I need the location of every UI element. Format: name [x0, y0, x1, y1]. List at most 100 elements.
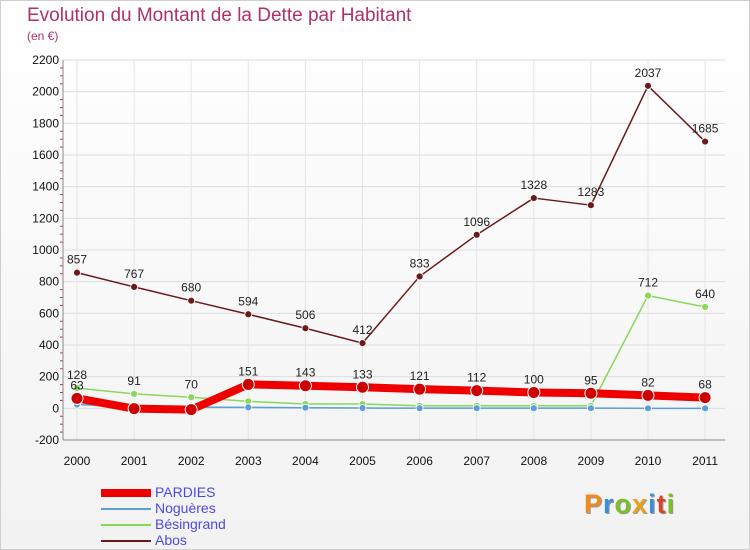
axes: -200 0 200 400 600 800 1000 1200 1400 1600 1800 200…: [32, 53, 725, 468]
data-point: [413, 382, 427, 396]
data-point: [698, 391, 712, 405]
data-point: [701, 404, 709, 413]
data-labels: 857 767 680 594 506 412 833 1096 1328 1283 2037 168…: [67, 66, 719, 393]
data-label: 70: [185, 377, 199, 391]
data-point: [584, 386, 598, 400]
data-label: 412: [352, 323, 372, 337]
chart-unit-label: (en €): [27, 29, 59, 43]
data-label: 128: [67, 368, 87, 382]
data-point: [701, 137, 709, 146]
x-tick-label: 2007: [463, 454, 490, 468]
data-point: [470, 384, 484, 398]
data-label: 82: [641, 375, 655, 389]
data-label: 833: [410, 256, 430, 270]
data-label: 1096: [463, 215, 490, 229]
data-label: 1328: [520, 178, 547, 192]
legend-label: PARDIES: [155, 484, 216, 500]
legend: PARDIES Noguères Bésingrand Abos: [101, 484, 301, 549]
legend-item: Noguères: [101, 500, 301, 517]
data-point: [130, 282, 139, 291]
series-line-abos: [76, 85, 706, 344]
data-label: 506: [295, 308, 315, 322]
y-tick-label: 1200: [32, 211, 59, 225]
data-point: [187, 296, 196, 305]
data-point: [301, 324, 310, 333]
data-point: [356, 380, 369, 394]
data-point: [701, 303, 709, 311]
y-tick-label: 1600: [32, 148, 59, 162]
y-tick-label: 200: [39, 370, 59, 384]
data-label: 712: [638, 276, 658, 290]
series-line-bsingrand: [76, 294, 706, 407]
data-point: [244, 403, 253, 412]
legend-item: Abos: [101, 532, 301, 549]
data-point: [73, 384, 81, 392]
legend-swatch: [101, 508, 151, 510]
data-point: [301, 403, 310, 412]
data-point: [130, 390, 139, 398]
data-label: 151: [238, 364, 258, 378]
data-point: [529, 194, 538, 202]
logo-letter: r: [603, 489, 615, 519]
legend-label: Noguères: [155, 500, 216, 516]
data-point: [70, 391, 84, 405]
y-tick-label: 0: [52, 401, 59, 415]
logo-letter: i: [666, 489, 676, 519]
data-label: 112: [467, 371, 486, 385]
x-tick-label: 2005: [349, 454, 376, 468]
x-tick-label: 2011: [692, 454, 718, 468]
data-label: 91: [127, 374, 141, 388]
data-point: [73, 268, 81, 277]
data-label: 133: [352, 367, 372, 381]
data-label: 1283: [578, 185, 605, 199]
chart-title: Evolution du Montant de la Dette par Hab…: [27, 5, 412, 26]
y-tick-label: 1800: [32, 116, 59, 130]
x-tick-label: 2000: [64, 454, 91, 468]
data-label: 767: [124, 267, 144, 281]
series-line-pardies: [73, 380, 710, 414]
y-tick-label: 800: [39, 275, 59, 289]
data-label: 2037: [635, 66, 662, 80]
data-label: 95: [584, 373, 598, 387]
data-point: [244, 310, 253, 319]
legend-label: Bésingrand: [155, 516, 226, 532]
proxiti-logo: Proxiti: [584, 489, 675, 520]
series-points: [70, 81, 712, 417]
x-tick-label: 2003: [235, 454, 262, 468]
data-label: 100: [524, 373, 544, 387]
data-label: 68: [698, 378, 712, 392]
legend-item: PARDIES: [101, 484, 301, 501]
data-point: [472, 230, 481, 239]
data-label: 121: [410, 369, 430, 383]
x-tick-label: 2009: [578, 454, 605, 468]
data-point: [641, 388, 655, 402]
legend-label: Abos: [155, 532, 187, 548]
x-tick-label: 2010: [635, 454, 662, 468]
data-label: 594: [238, 294, 258, 308]
data-point: [187, 393, 196, 402]
data-label: 680: [181, 281, 201, 295]
data-point: [184, 403, 198, 417]
data-point: [587, 201, 595, 210]
data-label: 857: [67, 253, 87, 267]
series-lines: [73, 85, 710, 414]
data-point: [127, 402, 141, 416]
x-tick-label: 2002: [178, 454, 205, 468]
y-tick-label: 2200: [32, 53, 59, 67]
data-point: [358, 339, 367, 348]
y-tick-label: 600: [39, 306, 59, 320]
legend-swatch: [101, 540, 151, 542]
y-tick-label: -200: [35, 433, 59, 447]
data-label: 640: [695, 287, 715, 301]
x-tick-label: 2006: [406, 454, 433, 468]
x-tick-label: 2004: [292, 454, 319, 468]
data-point: [529, 404, 538, 413]
data-point: [358, 404, 367, 412]
data-point: [415, 404, 424, 413]
data-label: 1685: [692, 122, 719, 136]
legend-swatch: [101, 524, 151, 526]
data-point: [415, 272, 424, 281]
data-point: [644, 291, 652, 300]
